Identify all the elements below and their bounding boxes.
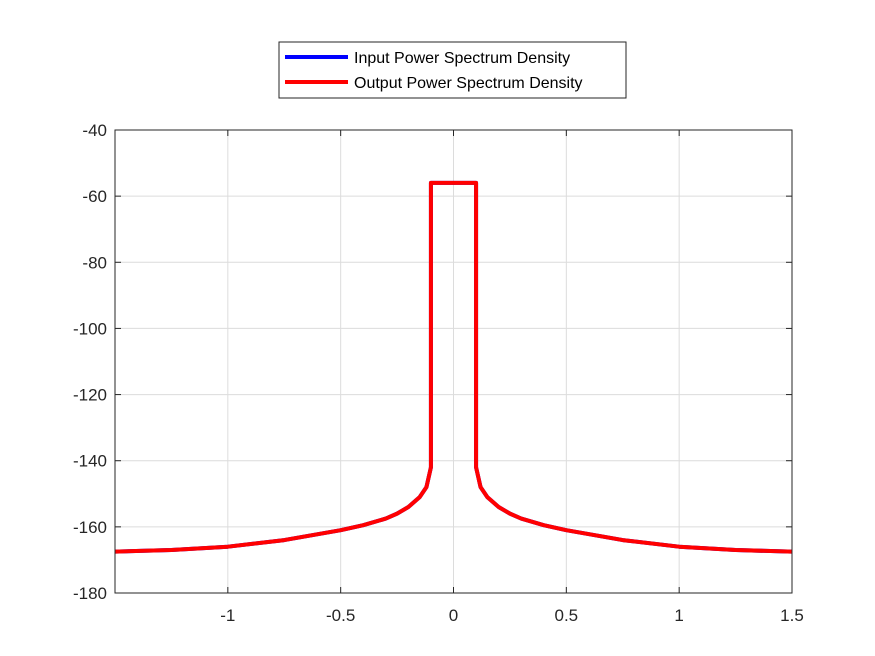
series-line-output-psd (114, 180, 793, 554)
plot-area: -1 -0.5 0 0.5 1 1.5 -40 -60 -80 -100 -120 -140 -160… (73, 121, 804, 625)
legend-box (278, 41, 627, 99)
y-tick-label: -180 (73, 584, 107, 603)
x-tick-label: 1 (674, 606, 683, 625)
x-tick-label: 0.5 (555, 606, 579, 625)
tick-marks (115, 129, 793, 594)
y-tick-label: -80 (82, 253, 107, 272)
x-tick-label: -0.5 (326, 606, 355, 625)
x-tick-labels: -1 -0.5 0 0.5 1 1.5 (220, 606, 804, 625)
legend-label-output-psd: Output Power Spectrum Density (354, 75, 583, 92)
y-tick-label: -140 (73, 452, 107, 471)
y-tick-label: -40 (82, 121, 107, 140)
y-tick-label: -60 (82, 187, 107, 206)
x-tick-label: 0 (449, 606, 458, 625)
y-tick-label: -160 (73, 518, 107, 537)
x-tick-label: 1.5 (780, 606, 804, 625)
legend-label-input-psd: Input Power Spectrum Density (354, 50, 570, 67)
legend: Input Power Spectrum Density Output Powe… (278, 41, 627, 99)
y-tick-label: -100 (73, 319, 107, 338)
y-tick-labels: -40 -60 -80 -100 -120 -140 -160 -180 (73, 121, 107, 603)
x-tick-label: -1 (220, 606, 235, 625)
y-tick-label: -120 (73, 386, 107, 405)
series-lines (114, 180, 793, 554)
